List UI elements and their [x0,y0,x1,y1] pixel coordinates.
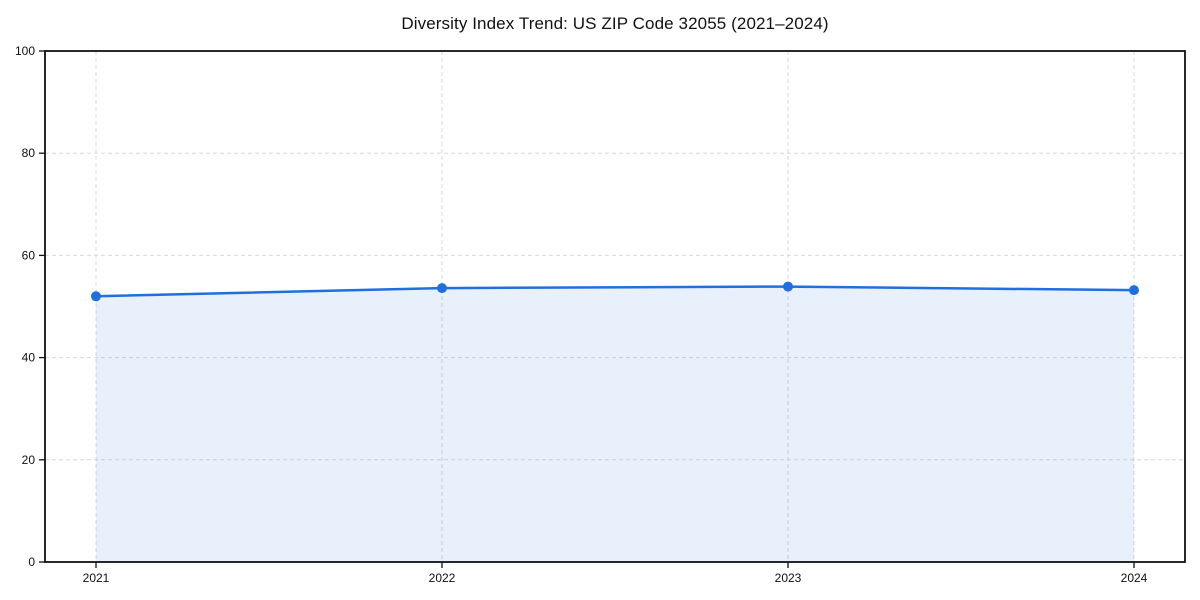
y-tick-label: 80 [22,146,36,160]
chart-title: Diversity Index Trend: US ZIP Code 32055… [401,14,829,33]
data-point-2021 [91,291,101,302]
data-point-2024 [1129,285,1139,296]
x-tick-label: 2022 [429,571,456,585]
y-tick-label: 0 [28,555,35,569]
plot-border [44,50,1186,563]
y-tick-label: 20 [22,453,36,467]
area-fill [96,286,1134,562]
x-tick-label: 2023 [775,571,802,585]
trend-line [94,285,1136,298]
y-tick-label: 40 [22,351,36,365]
x-tick-label: 2021 [83,571,110,585]
y-tick-label: 60 [22,248,36,262]
data-point-2023 [783,281,793,292]
x-tick-label: 2024 [1121,571,1148,585]
y-tick-label: 100 [15,44,35,58]
data-point-2022 [437,283,447,294]
